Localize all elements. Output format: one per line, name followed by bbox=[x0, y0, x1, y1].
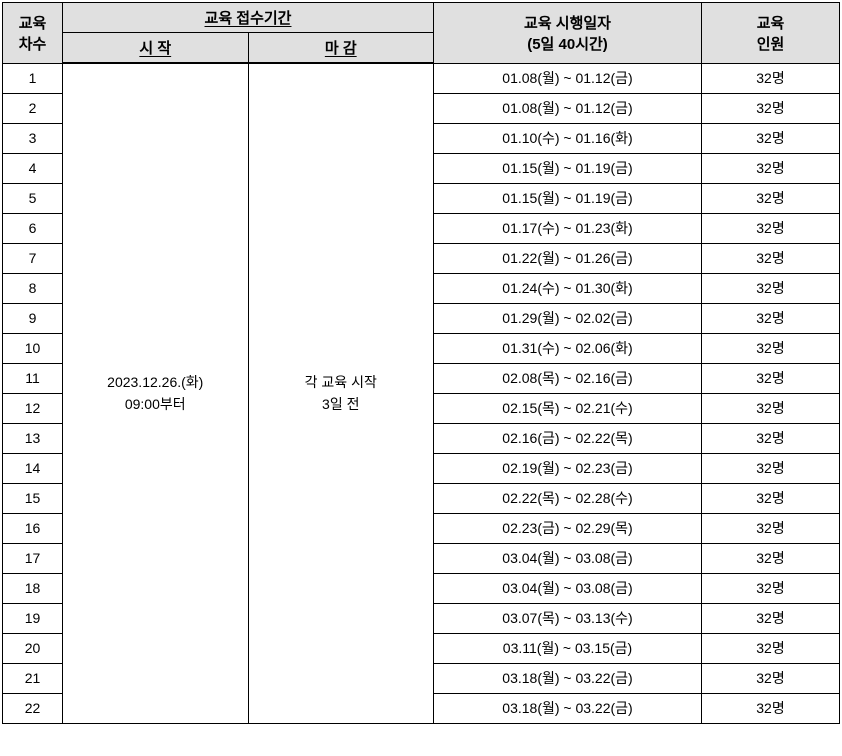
cell-people-count: 32명 bbox=[702, 63, 840, 93]
cell-people-count: 32명 bbox=[702, 153, 840, 183]
cell-people-count: 32명 bbox=[702, 303, 840, 333]
cell-session-no: 11 bbox=[3, 363, 63, 393]
cell-date-range: 01.08(월) ~ 01.12(금) bbox=[434, 63, 702, 93]
cell-session-no: 17 bbox=[3, 543, 63, 573]
cell-people-count: 32명 bbox=[702, 573, 840, 603]
cell-people-count: 32명 bbox=[702, 333, 840, 363]
cell-session-no: 12 bbox=[3, 393, 63, 423]
cell-people-count: 32명 bbox=[702, 123, 840, 153]
cell-session-no: 8 bbox=[3, 273, 63, 303]
cell-date-range: 03.18(월) ~ 03.22(금) bbox=[434, 693, 702, 723]
cell-people-count: 32명 bbox=[702, 243, 840, 273]
header-period: 교육 접수기간 bbox=[63, 3, 434, 33]
cell-registration-end: 각 교육 시작3일 전 bbox=[248, 63, 434, 723]
cell-session-no: 14 bbox=[3, 453, 63, 483]
header-end: 마 감 bbox=[248, 33, 434, 64]
education-schedule-table: 교육 차수 교육 접수기간 교육 시행일자 (5일 40시간) 교육 인원 시 … bbox=[2, 2, 840, 724]
cell-session-no: 20 bbox=[3, 633, 63, 663]
cell-date-range: 01.24(수) ~ 01.30(화) bbox=[434, 273, 702, 303]
cell-date-range: 02.22(목) ~ 02.28(수) bbox=[434, 483, 702, 513]
cell-people-count: 32명 bbox=[702, 453, 840, 483]
cell-session-no: 6 bbox=[3, 213, 63, 243]
cell-people-count: 32명 bbox=[702, 543, 840, 573]
cell-date-range: 01.15(월) ~ 01.19(금) bbox=[434, 183, 702, 213]
header-people: 교육 인원 bbox=[702, 3, 840, 64]
cell-session-no: 13 bbox=[3, 423, 63, 453]
cell-date-range: 01.10(수) ~ 01.16(화) bbox=[434, 123, 702, 153]
cell-people-count: 32명 bbox=[702, 633, 840, 663]
cell-session-no: 19 bbox=[3, 603, 63, 633]
cell-date-range: 03.04(월) ~ 03.08(금) bbox=[434, 543, 702, 573]
cell-date-range: 01.17(수) ~ 01.23(화) bbox=[434, 213, 702, 243]
cell-people-count: 32명 bbox=[702, 183, 840, 213]
cell-people-count: 32명 bbox=[702, 483, 840, 513]
cell-date-range: 01.31(수) ~ 02.06(화) bbox=[434, 333, 702, 363]
cell-session-no: 22 bbox=[3, 693, 63, 723]
cell-date-range: 03.07(목) ~ 03.13(수) bbox=[434, 603, 702, 633]
cell-people-count: 32명 bbox=[702, 93, 840, 123]
table-header: 교육 차수 교육 접수기간 교육 시행일자 (5일 40시간) 교육 인원 시 … bbox=[3, 3, 840, 64]
cell-people-count: 32명 bbox=[702, 663, 840, 693]
cell-people-count: 32명 bbox=[702, 603, 840, 633]
cell-session-no: 2 bbox=[3, 93, 63, 123]
cell-session-no: 10 bbox=[3, 333, 63, 363]
header-date: 교육 시행일자 (5일 40시간) bbox=[434, 3, 702, 64]
cell-session-no: 15 bbox=[3, 483, 63, 513]
cell-session-no: 18 bbox=[3, 573, 63, 603]
cell-date-range: 03.18(월) ~ 03.22(금) bbox=[434, 663, 702, 693]
cell-people-count: 32명 bbox=[702, 513, 840, 543]
cell-date-range: 02.23(금) ~ 02.29(목) bbox=[434, 513, 702, 543]
cell-date-range: 03.11(월) ~ 03.15(금) bbox=[434, 633, 702, 663]
cell-people-count: 32명 bbox=[702, 423, 840, 453]
table-body: 12023.12.26.(화)09:00부터각 교육 시작3일 전01.08(월… bbox=[3, 63, 840, 723]
cell-session-no: 16 bbox=[3, 513, 63, 543]
header-session: 교육 차수 bbox=[3, 3, 63, 64]
cell-people-count: 32명 bbox=[702, 273, 840, 303]
cell-date-range: 01.29(월) ~ 02.02(금) bbox=[434, 303, 702, 333]
cell-people-count: 32명 bbox=[702, 363, 840, 393]
cell-session-no: 5 bbox=[3, 183, 63, 213]
cell-date-range: 02.15(목) ~ 02.21(수) bbox=[434, 393, 702, 423]
cell-session-no: 21 bbox=[3, 663, 63, 693]
cell-session-no: 7 bbox=[3, 243, 63, 273]
cell-session-no: 4 bbox=[3, 153, 63, 183]
cell-date-range: 02.08(목) ~ 02.16(금) bbox=[434, 363, 702, 393]
table-row: 12023.12.26.(화)09:00부터각 교육 시작3일 전01.08(월… bbox=[3, 63, 840, 93]
cell-date-range: 01.08(월) ~ 01.12(금) bbox=[434, 93, 702, 123]
cell-people-count: 32명 bbox=[702, 393, 840, 423]
header-start: 시 작 bbox=[63, 33, 249, 64]
cell-session-no: 1 bbox=[3, 63, 63, 93]
cell-date-range: 02.19(월) ~ 02.23(금) bbox=[434, 453, 702, 483]
cell-date-range: 03.04(월) ~ 03.08(금) bbox=[434, 573, 702, 603]
cell-people-count: 32명 bbox=[702, 693, 840, 723]
cell-date-range: 01.15(월) ~ 01.19(금) bbox=[434, 153, 702, 183]
cell-session-no: 3 bbox=[3, 123, 63, 153]
cell-date-range: 02.16(금) ~ 02.22(목) bbox=[434, 423, 702, 453]
cell-registration-start: 2023.12.26.(화)09:00부터 bbox=[63, 63, 249, 723]
cell-date-range: 01.22(월) ~ 01.26(금) bbox=[434, 243, 702, 273]
cell-session-no: 9 bbox=[3, 303, 63, 333]
cell-people-count: 32명 bbox=[702, 213, 840, 243]
